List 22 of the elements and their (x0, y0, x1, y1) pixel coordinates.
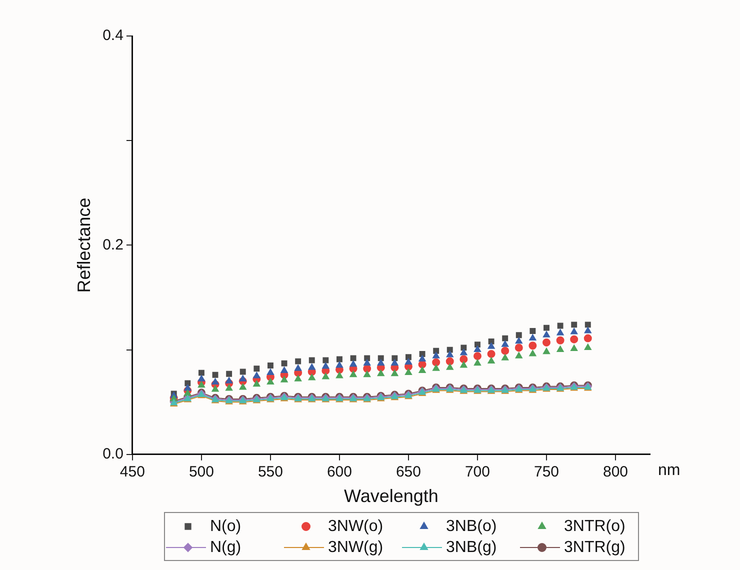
legend-label: N(g) (210, 538, 242, 556)
y-tick-label: 0.4 (102, 27, 124, 44)
x-tick-label: 700 (464, 464, 490, 481)
x-tick-label: 450 (120, 464, 145, 481)
legend-label: 3NTR(g) (564, 538, 626, 556)
x-tick-label: 750 (534, 464, 560, 481)
legend-label: 3NB(g) (446, 538, 497, 556)
legend-label: 3NTR(o) (564, 518, 626, 535)
text: nm (658, 462, 680, 479)
x-tick-label: 600 (326, 464, 352, 481)
y-tick-label: 0.0 (102, 446, 124, 463)
x-tick-label: 550 (258, 464, 283, 481)
x-axis-title: Wavelength (344, 486, 438, 506)
legend-label: 3NB(o) (446, 518, 497, 535)
y-tick-label: 0.2 (102, 236, 124, 254)
y-axis-title: Reflectance (74, 198, 94, 293)
x-tick-label: 800 (602, 464, 628, 481)
x-tick-label: 650 (396, 464, 421, 481)
legend-label: 3NW(o) (328, 518, 384, 535)
legend-label: N(o) (210, 518, 242, 535)
legend-label: 3NW(g) (328, 538, 384, 556)
x-tick-label: 500 (188, 464, 214, 481)
